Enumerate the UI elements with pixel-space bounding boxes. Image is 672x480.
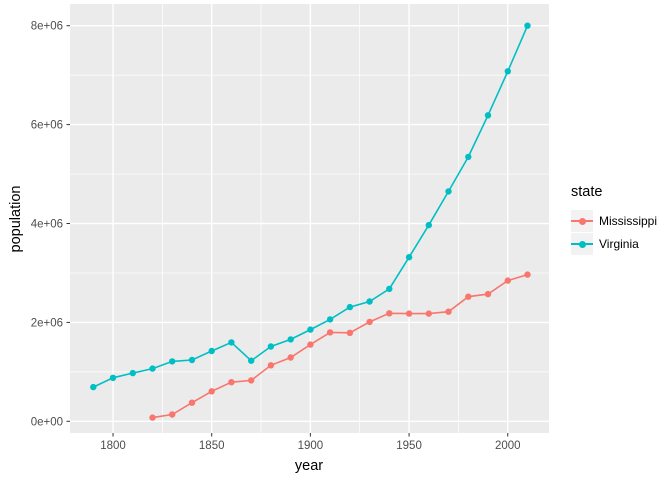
mississippi-point (425, 310, 432, 317)
mississippi-point (169, 411, 176, 418)
virginia-point (465, 153, 472, 161)
legend-title: state (571, 184, 603, 200)
mississippi-point (149, 414, 156, 421)
mississippi-point (524, 271, 531, 278)
mississippi-point (267, 362, 275, 369)
virginia-point (248, 357, 255, 364)
legend-key-mississippi (571, 210, 593, 232)
mississippi-point (326, 329, 334, 336)
virginia-point (169, 358, 176, 365)
virginia-point (90, 383, 97, 391)
mississippi-point (208, 388, 215, 395)
y-tick-label: 2e+06 (31, 317, 63, 329)
legend-item-mississippi: Mississippi (571, 210, 657, 232)
virginia-point (524, 22, 531, 29)
x-tick-label: 2000 (495, 440, 521, 452)
mississippi-point (366, 318, 373, 326)
x-tick-label: 1800 (100, 440, 126, 452)
x-tick-label: 1950 (396, 440, 422, 452)
mississippi-point (248, 377, 255, 384)
legend-label: Virginia (599, 237, 639, 251)
mississippi-point (188, 399, 196, 406)
virginia-point (405, 254, 413, 261)
virginia-point (484, 112, 492, 119)
virginia-point (504, 68, 511, 75)
y-tick-label: 8e+06 (31, 21, 63, 33)
mississippi-line (152, 273, 528, 419)
mississippi-point (405, 310, 413, 317)
legend-item-virginia: Virginia (571, 233, 657, 255)
x-tick-label: 1900 (298, 440, 324, 452)
y-axis-title: population (8, 185, 24, 253)
mississippi-point (287, 354, 294, 361)
legend-point-swatch (578, 217, 586, 225)
virginia-point (366, 298, 373, 305)
mississippi-point (445, 308, 452, 315)
legend-label: Mississippi (599, 214, 658, 228)
mississippi-point (307, 341, 314, 348)
x-tick-label: 1850 (199, 440, 225, 452)
legend-point-swatch (578, 240, 586, 248)
virginia-point (445, 188, 452, 195)
mississippi-point (504, 277, 511, 284)
y-tick-label: 6e+06 (31, 120, 63, 132)
virginia-point (346, 303, 354, 311)
y-tick-label: 4e+06 (31, 219, 63, 231)
legend-key-virginia (571, 233, 593, 255)
virginia-point (208, 347, 215, 355)
x-axis-title: year (294, 458, 324, 474)
mississippi-point (346, 329, 354, 336)
virginia-point (149, 365, 156, 372)
virginia-point (228, 339, 235, 346)
virginia-point (109, 374, 117, 381)
mississippi-point (386, 310, 393, 317)
mississippi-point (228, 379, 235, 386)
virginia-point (425, 221, 432, 229)
legend: state Mississippi Virginia (571, 184, 657, 256)
virginia-point (326, 316, 334, 323)
virginia-point (129, 369, 136, 377)
y-tick-label: 0e+00 (31, 416, 63, 428)
mississippi-point (465, 293, 472, 300)
virginia-point (287, 336, 294, 343)
virginia-point (386, 285, 393, 293)
virginia-point (267, 343, 275, 350)
virginia-point (188, 356, 196, 364)
virginia-point (307, 326, 314, 333)
mississippi-point (484, 290, 492, 298)
plot-panel (70, 4, 549, 433)
